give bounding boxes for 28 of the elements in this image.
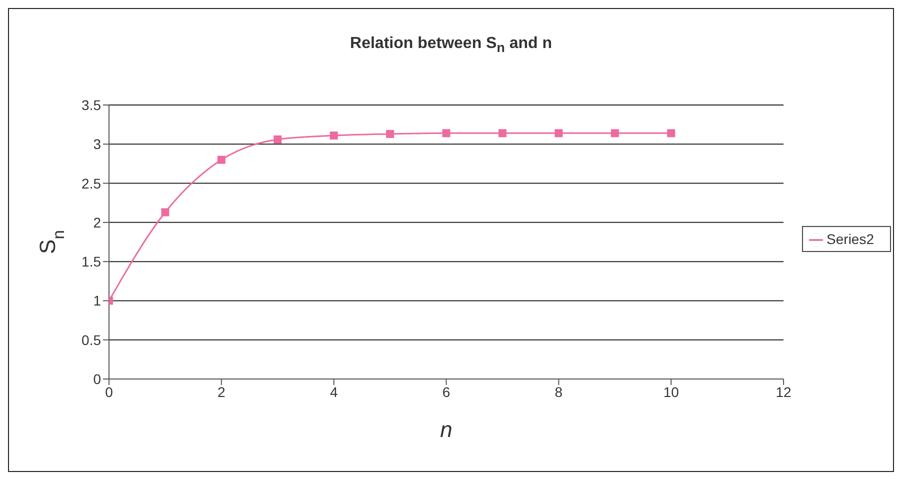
point xyxy=(667,129,676,138)
x-tick-label: 4 xyxy=(330,384,338,400)
point xyxy=(161,208,170,216)
x-tick-label: 8 xyxy=(554,384,563,400)
point xyxy=(610,129,619,138)
x-tick-label: 0 xyxy=(105,384,114,400)
x-tick-label: 2 xyxy=(218,384,226,400)
y-tick-label: 3.5 xyxy=(82,96,102,113)
x-axis-title: n xyxy=(440,417,452,442)
y-tick-label: 0 xyxy=(93,370,102,387)
y-tick-label: 0.5 xyxy=(82,332,102,348)
y-tick-label: 1.5 xyxy=(82,254,102,270)
point xyxy=(498,129,506,138)
point xyxy=(386,130,394,138)
chart-title: Relation between S$_{n}$ and n xyxy=(349,35,553,56)
x-tick-label: 12 xyxy=(776,384,792,400)
point xyxy=(330,132,338,140)
y-tick-label: 1 xyxy=(93,292,102,309)
x-tick-label: 6 xyxy=(442,384,450,400)
y-tick-label: 2 xyxy=(93,214,102,230)
point xyxy=(442,129,450,138)
point xyxy=(554,129,563,138)
point xyxy=(217,156,226,164)
y-tick-label: 2.5 xyxy=(82,175,102,192)
legend-label: Series2 xyxy=(826,230,874,247)
y-tick-label: 3 xyxy=(93,136,102,152)
x-tick-label: 10 xyxy=(663,384,680,400)
point xyxy=(274,135,282,144)
